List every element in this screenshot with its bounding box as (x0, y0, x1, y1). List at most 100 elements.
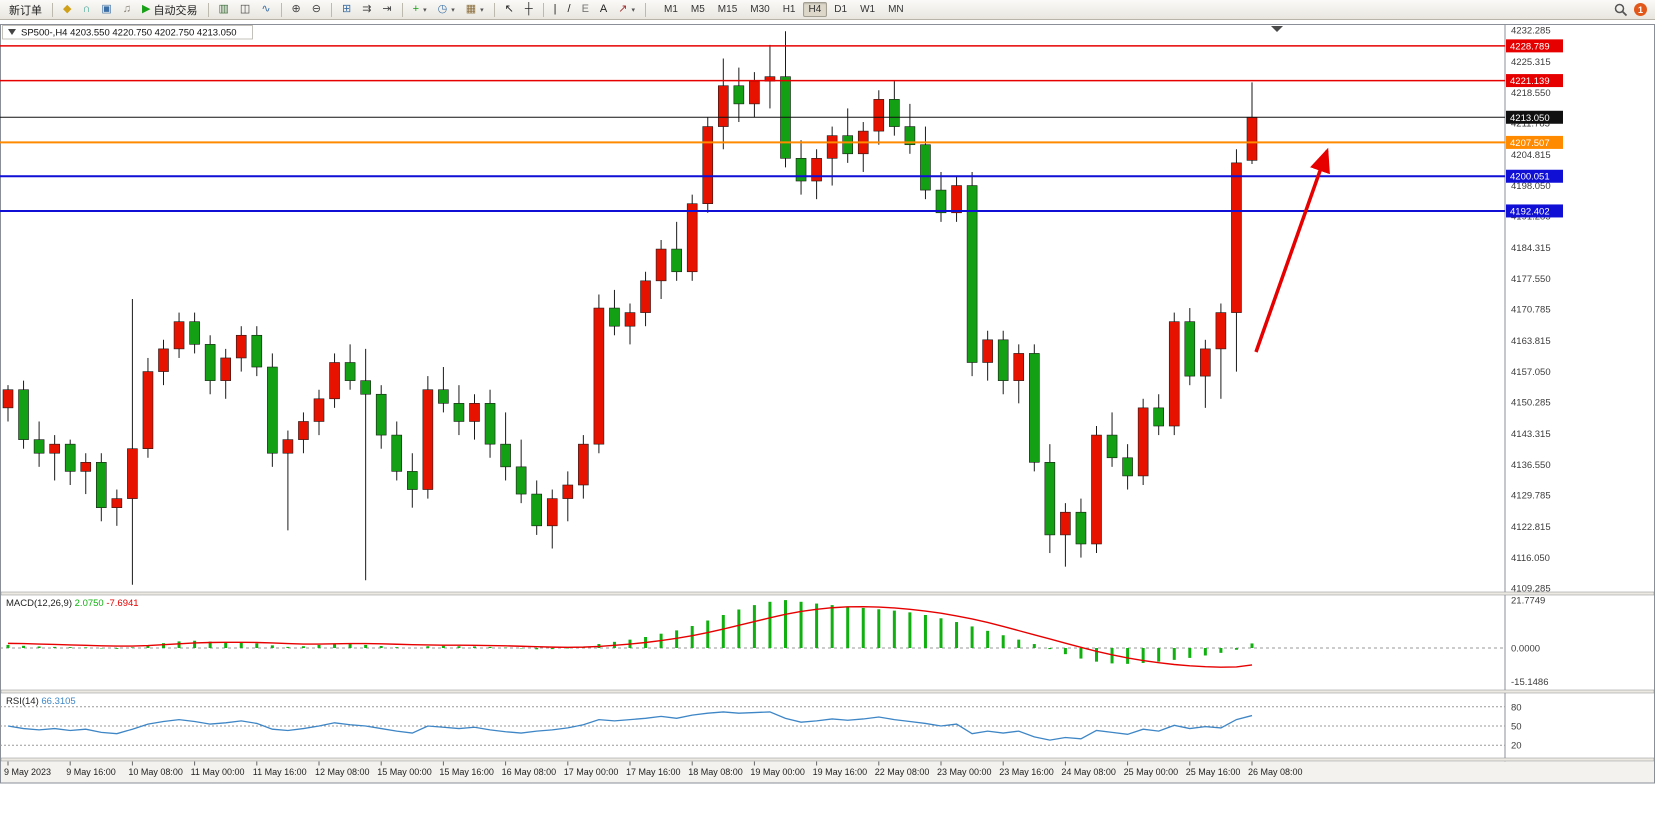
indicators-add-icon: + (412, 3, 420, 15)
candle (1153, 394, 1164, 436)
rsi-level-label: 80 (1511, 702, 1522, 713)
svg-text:4213.050: 4213.050 (1510, 113, 1550, 124)
candle (158, 339, 169, 386)
macd-axis-label: 21.7749 (1511, 596, 1545, 607)
svg-text:4207.507: 4207.507 (1510, 138, 1550, 149)
search-icon[interactable] (1614, 3, 1628, 17)
text-icon: A (599, 3, 608, 15)
toolbar-separator (493, 2, 495, 17)
timeframe-button-m15[interactable]: M15 (717, 4, 738, 15)
timeframe-button-m1[interactable]: M1 (663, 4, 678, 15)
timeframe-button-m5[interactable]: M5 (690, 4, 705, 15)
candle (1044, 444, 1056, 554)
chart-shift-marker[interactable] (1271, 26, 1283, 32)
new-order-button[interactable]: 新订单 (4, 0, 47, 20)
chart-shift-button[interactable]: ⇥ (377, 0, 396, 20)
price-axis-label: 4225.315 (1511, 57, 1551, 68)
candlestick-icon: ◫ (239, 3, 251, 15)
main-macd-separator[interactable] (0, 591, 1655, 596)
price-axis-label: 4211.785 (1511, 119, 1550, 130)
toolbar-separator (207, 2, 209, 17)
metaeditor-button[interactable]: ◆ (58, 0, 76, 20)
headset-button[interactable]: ∩ (77, 0, 95, 20)
macd-signal-line (7, 605, 1253, 668)
zoom-out-button[interactable]: ⊖ (307, 0, 326, 20)
svg-text:4200.051: 4200.051 (1510, 172, 1550, 183)
templates-button[interactable]: ▦ ▾ (461, 0, 489, 20)
candle (702, 117, 714, 213)
candle (438, 367, 449, 413)
candle (142, 357, 154, 458)
price-axis-label: 4157.050 (1511, 367, 1551, 378)
candle (733, 67, 745, 123)
candle (686, 194, 698, 281)
candle (251, 326, 263, 377)
candlestick-button[interactable]: ◫ (235, 0, 255, 20)
candle (220, 348, 231, 399)
trend-arrow[interactable] (1254, 147, 1330, 353)
timeframe-button-h4[interactable]: H4 (802, 2, 828, 17)
toolbar-buttons: 新订单 ◆ ∩ ▣ ♫ ▶ 自动交易 ▥ ◫ ∿ ⊕ ⊖ ⊞ ⇉ ⇥ + ▾ ◷ ▾ ▦ ▾ ↖ ┼ | / E A ↗ ▾ (4, 0, 650, 20)
candle (546, 489, 558, 549)
candle (920, 126, 931, 200)
price-badge: 4213.050 (1506, 110, 1563, 124)
price-axis-label: 4150.285 (1511, 398, 1551, 409)
macd-axis-label: -15.1486 (1511, 677, 1549, 688)
toolbar-separator (542, 2, 544, 17)
cursor-button[interactable]: ↖ (500, 0, 519, 20)
candle (935, 171, 947, 222)
timeframe-group: M1 M5 M15 M30 H1 H4 D1 W1 MN (658, 2, 910, 17)
rsi-level-label: 20 (1511, 741, 1522, 752)
candle (655, 239, 667, 299)
rsi-time-separator[interactable] (0, 757, 1655, 762)
time-axis-label: 19 May 16:00 (813, 767, 868, 777)
crosshair-button[interactable]: ┼ (520, 0, 538, 20)
vertical-line-button[interactable]: | (549, 0, 562, 20)
candle (469, 394, 480, 440)
arrows-tool-button[interactable]: ↗ ▾ (613, 0, 640, 20)
time-axis-label: 11 May 00:00 (191, 767, 245, 777)
notification-badge[interactable]: 1 (1634, 3, 1647, 16)
periods-button[interactable]: ◷ ▾ (433, 0, 460, 20)
sound-button[interactable]: ♫ (118, 0, 136, 20)
one-click-collapse-icon[interactable] (8, 29, 16, 35)
price-badge: 4207.507 (1506, 135, 1563, 149)
trendline-button[interactable]: / (563, 0, 576, 20)
price-axis-label: 4122.815 (1511, 522, 1551, 533)
chart-shift-icon: ⇥ (382, 3, 392, 15)
candle (1184, 308, 1196, 386)
timeframe-button-m30[interactable]: M30 (750, 4, 770, 15)
cursor-icon: ↖ (504, 3, 514, 15)
chart-area[interactable]: 4232.285 4225.315 4218.550 4211.785 4204.815… (0, 20, 1655, 827)
symbol-ohlc-label: SP500-,H4 4203.550 4220.750 4202.750 421… (21, 28, 237, 39)
bar-chart-button[interactable]: ▥ (214, 0, 234, 20)
autotrade-button[interactable]: ▶ 自动交易 (137, 0, 202, 20)
timeframe-button-h1[interactable]: H1 (782, 4, 796, 15)
time-axis-label: 10 May 08:00 (128, 767, 183, 777)
terminal-button[interactable]: ▣ (96, 0, 116, 20)
candle (406, 453, 418, 508)
time-axis-label: 24 May 08:00 (1061, 767, 1116, 777)
candle (640, 271, 651, 327)
timeframe-button-mn[interactable]: MN (888, 4, 904, 15)
candle (997, 330, 1009, 395)
candle (282, 430, 294, 531)
candle (593, 294, 605, 454)
timeframe-button-d1[interactable]: D1 (834, 4, 848, 15)
zoom-in-button[interactable]: ⊕ (287, 0, 306, 20)
candle (80, 453, 92, 495)
time-axis-label: 16 May 08:00 (502, 767, 557, 777)
line-chart-button[interactable]: ∿ (256, 0, 275, 20)
timeframe-button-w1[interactable]: W1 (860, 4, 876, 15)
candle (609, 289, 620, 336)
tile-windows-button[interactable]: ⊞ (337, 0, 356, 20)
candle (717, 58, 729, 150)
fibonacci-button[interactable]: E (577, 0, 594, 20)
indicators-button[interactable]: + ▾ (408, 0, 432, 20)
auto-scroll-button[interactable]: ⇉ (357, 0, 376, 20)
chevron-down-icon: ▾ (423, 6, 427, 14)
text-tool-button[interactable]: A (595, 0, 612, 20)
macd-rsi-separator[interactable] (0, 689, 1655, 694)
time-axis[interactable] (1, 761, 1654, 783)
price-axis-label: 4129.785 (1511, 491, 1551, 502)
